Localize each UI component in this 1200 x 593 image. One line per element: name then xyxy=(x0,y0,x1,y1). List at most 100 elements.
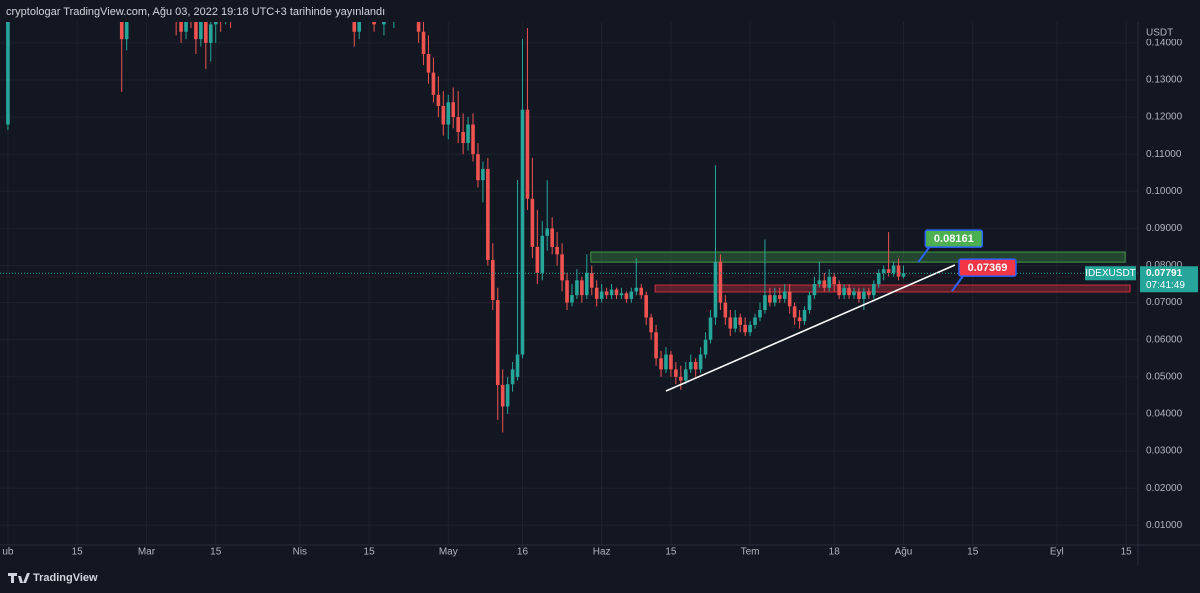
x-tick-label: 15 xyxy=(967,547,979,558)
y-tick-label: 0.07000 xyxy=(1146,297,1183,308)
x-tick-label: 15 xyxy=(210,547,222,558)
candle-body xyxy=(787,291,792,307)
candle-body xyxy=(896,265,901,277)
candle-body xyxy=(589,272,594,288)
candle-body xyxy=(441,105,446,125)
candle-body xyxy=(520,109,525,355)
x-tick-label: 15 xyxy=(665,547,677,558)
candle-body xyxy=(585,272,589,296)
candle-body xyxy=(698,354,703,370)
candle-body xyxy=(609,289,614,296)
candle-body xyxy=(500,384,505,407)
candle-body xyxy=(659,358,663,370)
candle-body xyxy=(891,265,896,273)
x-tick-label: Mar xyxy=(138,547,156,558)
candle-body xyxy=(510,369,515,385)
callout-label: 0.08161 xyxy=(934,233,974,245)
candle-body xyxy=(491,259,495,301)
candle-body xyxy=(669,354,673,370)
candle-body xyxy=(777,295,782,299)
axes: 0.14000 0.13000 0.12000 0.11000 0.10000 0.090… xyxy=(2,38,1182,558)
candle-body xyxy=(208,24,213,43)
candle-body xyxy=(748,324,752,333)
x-tick-label: 16 xyxy=(517,547,529,558)
candle-body xyxy=(471,124,475,155)
candle-body xyxy=(575,280,579,296)
candle-body xyxy=(693,361,698,370)
candle-body xyxy=(619,293,624,296)
candle-body xyxy=(580,280,584,296)
logo xyxy=(8,573,30,583)
price-zone xyxy=(654,284,1131,293)
candle-body xyxy=(773,295,777,303)
x-tick-label: Eyl xyxy=(1050,547,1064,558)
candle-body xyxy=(505,384,510,407)
candle-body xyxy=(431,72,436,95)
y-tick-label: 0.11000 xyxy=(1146,149,1182,160)
candle-body xyxy=(466,124,470,144)
candle-body xyxy=(832,276,837,285)
candle-body xyxy=(768,295,772,303)
candle-body xyxy=(426,54,431,73)
candle-body xyxy=(886,269,891,273)
candle-body xyxy=(184,22,188,32)
candle-body xyxy=(481,169,485,181)
candle-body xyxy=(495,300,500,385)
candle-body xyxy=(446,102,451,125)
candle-body xyxy=(733,317,738,329)
candle-body xyxy=(530,198,535,247)
candle-body xyxy=(570,295,574,303)
candle-body xyxy=(476,154,480,181)
x-tick-label: ub xyxy=(2,547,14,558)
candle-body xyxy=(357,22,362,32)
candle-body xyxy=(624,293,629,299)
candle-body xyxy=(421,31,426,55)
callout-box xyxy=(958,258,1017,277)
candle-body xyxy=(827,276,832,288)
candle-body xyxy=(723,302,728,318)
candle-body xyxy=(525,109,530,199)
candle-body xyxy=(545,228,550,236)
candle-body xyxy=(802,310,807,322)
y-tick-label: 0.09000 xyxy=(1146,223,1183,234)
callout-connector xyxy=(951,275,964,292)
candle-body xyxy=(867,291,871,296)
candle-body xyxy=(451,102,456,118)
candle-body xyxy=(683,369,688,381)
candle-body xyxy=(703,339,708,355)
candle-body xyxy=(594,287,599,299)
candle-body xyxy=(881,269,886,273)
candle-body xyxy=(688,361,693,370)
trendline xyxy=(665,264,956,392)
candle-body xyxy=(461,131,465,144)
candle-body xyxy=(124,22,129,40)
x-tick-label: Tem xyxy=(741,547,760,558)
candle-body xyxy=(416,22,421,32)
x-tick-label: 18 xyxy=(829,547,841,558)
symbol-tag xyxy=(1085,266,1136,281)
candle-body xyxy=(674,369,678,377)
candle-body xyxy=(654,332,658,359)
y-tick-label: 0.14000 xyxy=(1146,38,1183,49)
y-tick-label: 0.08000 xyxy=(1146,260,1183,271)
candle-body xyxy=(753,317,757,325)
candle-body xyxy=(817,280,822,285)
x-tick-label: Nis xyxy=(293,547,307,558)
candle-body xyxy=(555,246,559,255)
currency-bg xyxy=(1140,25,1200,39)
brand-name: TradingView xyxy=(33,572,98,584)
x-tick-label: Ağu xyxy=(895,547,913,558)
candle-body xyxy=(763,295,767,311)
candle-body xyxy=(713,261,718,318)
candle-body xyxy=(352,22,357,32)
candle-body xyxy=(436,94,441,106)
candle-body xyxy=(565,280,569,303)
candle-body xyxy=(550,228,554,247)
candle-body xyxy=(629,291,634,299)
candle-body xyxy=(204,22,208,43)
y-tick-label: 0.13000 xyxy=(1146,75,1183,86)
x-tick-label: May xyxy=(439,547,458,558)
candle-body xyxy=(901,273,906,277)
candle-body xyxy=(679,376,683,381)
